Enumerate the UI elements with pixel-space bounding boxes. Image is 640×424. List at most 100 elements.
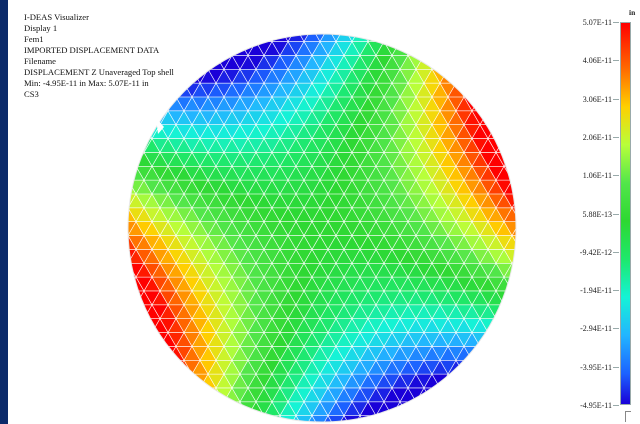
mesh-element bbox=[280, 152, 296, 167]
mesh-element bbox=[384, 387, 400, 402]
mesh-element bbox=[192, 360, 208, 375]
mesh-element bbox=[336, 304, 352, 319]
mesh-element bbox=[320, 235, 336, 250]
mesh-element bbox=[392, 387, 408, 402]
mesh-element bbox=[200, 207, 216, 222]
mesh-element bbox=[376, 152, 392, 167]
mesh-element bbox=[208, 346, 224, 361]
mesh-element bbox=[272, 374, 288, 388]
mesh-element bbox=[472, 207, 488, 222]
mesh-element bbox=[168, 207, 184, 222]
mesh-element bbox=[264, 346, 280, 361]
mesh-element bbox=[424, 207, 440, 222]
mesh-element bbox=[296, 166, 312, 181]
mesh-element bbox=[328, 41, 344, 56]
mesh-element bbox=[472, 263, 488, 278]
mesh-edge bbox=[511, 165, 516, 181]
mesh-edge bbox=[463, 359, 481, 375]
mesh-element bbox=[280, 318, 296, 333]
mesh-element bbox=[336, 290, 352, 305]
mesh-element bbox=[384, 207, 400, 222]
mesh-element bbox=[288, 138, 304, 153]
mesh-element bbox=[152, 207, 168, 222]
mesh-element bbox=[448, 263, 464, 278]
mesh-element bbox=[208, 360, 224, 375]
mesh-element bbox=[384, 318, 400, 333]
mesh-element bbox=[296, 14, 312, 28]
mesh-element bbox=[424, 277, 440, 291]
mesh-edge bbox=[280, 14, 296, 28]
mesh-element bbox=[496, 221, 512, 236]
mesh-element bbox=[472, 290, 488, 305]
mesh-element bbox=[504, 304, 516, 319]
mesh-element bbox=[384, 34, 400, 42]
mesh-element bbox=[376, 221, 392, 236]
mesh-element bbox=[248, 166, 264, 181]
mesh-element bbox=[320, 193, 336, 208]
mesh-element bbox=[320, 387, 336, 402]
mesh-element bbox=[392, 346, 408, 361]
mesh-element bbox=[264, 304, 280, 319]
mesh-edge bbox=[159, 82, 177, 98]
mesh-element bbox=[328, 346, 344, 361]
mesh-element bbox=[448, 193, 464, 208]
mesh-element bbox=[464, 277, 480, 291]
graphics-viewport[interactable]: I-DEAS Visualizer Display 1 Fem1 IMPORTE… bbox=[8, 0, 640, 424]
mesh-element bbox=[360, 374, 376, 388]
mesh-element bbox=[312, 401, 328, 416]
mesh-element bbox=[472, 235, 488, 250]
contour-plot[interactable] bbox=[8, 0, 640, 424]
mesh-element bbox=[400, 207, 416, 222]
mesh-element bbox=[376, 41, 392, 56]
mesh-element bbox=[168, 249, 184, 264]
mesh-element bbox=[456, 277, 472, 291]
mesh-element bbox=[280, 193, 296, 208]
mesh-element bbox=[192, 124, 208, 139]
mesh-element bbox=[368, 221, 384, 236]
mesh-element bbox=[448, 83, 464, 97]
mesh-element bbox=[192, 263, 208, 278]
mesh-element bbox=[424, 138, 440, 153]
mesh-element bbox=[352, 180, 368, 194]
mesh-element bbox=[376, 138, 392, 153]
mesh-element bbox=[312, 346, 328, 361]
mesh-element bbox=[256, 55, 272, 70]
mesh-element bbox=[216, 304, 232, 319]
colorbar-units: in bbox=[629, 8, 636, 17]
mesh-edge bbox=[455, 68, 473, 84]
mesh-element bbox=[432, 290, 448, 305]
mesh-element bbox=[224, 304, 240, 319]
mesh-element bbox=[312, 14, 328, 28]
mesh-element bbox=[112, 208, 128, 222]
mesh-element bbox=[144, 193, 160, 208]
mesh-element bbox=[168, 152, 184, 167]
mesh-element bbox=[352, 124, 368, 139]
mesh-element bbox=[264, 249, 280, 264]
mesh-element bbox=[496, 124, 512, 139]
mesh-element bbox=[192, 290, 208, 305]
mesh-edge bbox=[296, 14, 312, 28]
mesh-element bbox=[200, 290, 216, 305]
mesh-element bbox=[384, 193, 400, 208]
mesh-element bbox=[456, 96, 472, 111]
mesh-edge bbox=[343, 415, 361, 422]
mesh-element bbox=[160, 193, 176, 208]
mesh-element bbox=[280, 290, 296, 305]
mesh-element bbox=[128, 249, 136, 264]
mesh-edge bbox=[191, 54, 209, 70]
colorbar-tick-mark bbox=[613, 290, 619, 292]
mesh-element bbox=[376, 34, 392, 42]
mesh-edge bbox=[479, 346, 497, 361]
mesh-element bbox=[344, 401, 360, 416]
mesh-element bbox=[280, 180, 296, 194]
mesh-element bbox=[464, 235, 480, 250]
mesh-element bbox=[344, 110, 360, 125]
mesh-element bbox=[248, 152, 264, 167]
mesh-element bbox=[288, 290, 304, 305]
mesh-element bbox=[272, 318, 288, 333]
mesh-element bbox=[264, 290, 280, 305]
mesh-edge bbox=[151, 345, 169, 361]
mesh-element bbox=[432, 110, 448, 125]
mesh-element bbox=[336, 96, 352, 111]
mesh-element bbox=[248, 83, 264, 97]
